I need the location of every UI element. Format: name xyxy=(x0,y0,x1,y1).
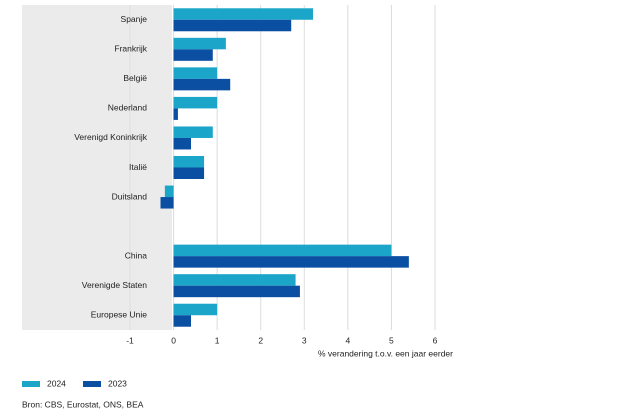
bar xyxy=(173,49,213,61)
bar xyxy=(173,67,218,79)
legend-swatch xyxy=(83,381,101,387)
bar xyxy=(173,108,178,120)
y-tick-label: Spanje xyxy=(121,14,148,24)
bar xyxy=(173,8,313,20)
bar xyxy=(164,185,174,198)
x-tick-label: 3 xyxy=(302,335,307,345)
bar xyxy=(173,137,191,150)
y-tick-label: Frankrijk xyxy=(114,44,147,54)
legend-label: 2024 xyxy=(47,378,66,388)
y-tick-label: Europese Unie xyxy=(91,309,148,319)
y-tick-label: Italië xyxy=(129,162,147,172)
x-tick-label: 0 xyxy=(171,335,176,345)
bar xyxy=(173,96,218,109)
bar xyxy=(173,285,300,298)
y-tick-label: Verenigd Koninkrijk xyxy=(74,132,148,142)
legend-label: 2023 xyxy=(108,378,127,388)
bar xyxy=(173,126,213,138)
category-panel xyxy=(22,5,172,330)
bar xyxy=(173,37,226,50)
bar xyxy=(173,19,292,32)
x-tick-label: 1 xyxy=(215,335,220,345)
bar xyxy=(173,244,392,257)
y-tick-label: Duitsland xyxy=(112,191,148,201)
x-tick-label: 4 xyxy=(345,335,350,345)
bar xyxy=(173,303,218,316)
bar xyxy=(173,156,205,168)
x-tick-label: 2 xyxy=(258,335,263,345)
y-tick-label: België xyxy=(123,73,147,83)
bar xyxy=(173,167,205,179)
legend-swatch xyxy=(22,381,40,387)
x-tick-label: 5 xyxy=(389,335,394,345)
y-tick-label: China xyxy=(125,250,147,260)
x-tick-label: -1 xyxy=(126,335,134,345)
bar xyxy=(173,274,296,286)
source: Bron: CBS, Eurostat, ONS, BEA xyxy=(22,399,144,409)
y-tick-label: Verenigde Staten xyxy=(82,280,147,290)
bar xyxy=(160,197,174,209)
y-tick-label: Nederland xyxy=(108,103,147,113)
bar xyxy=(173,78,231,91)
x-tick-label: 6 xyxy=(433,335,438,345)
bar xyxy=(173,256,409,268)
x-axis-label: % verandering t.o.v. een jaar eerder xyxy=(318,348,453,358)
bar xyxy=(173,315,191,327)
